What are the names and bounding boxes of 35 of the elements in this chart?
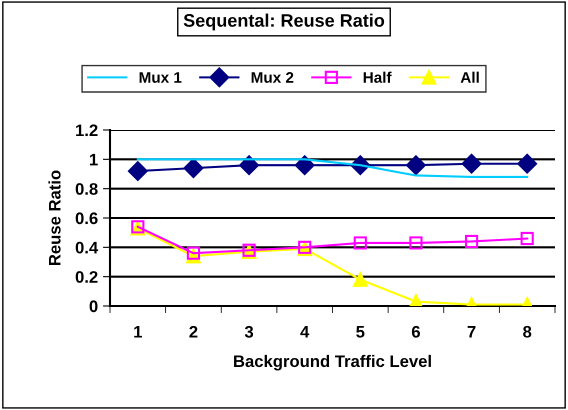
point xyxy=(128,161,148,181)
y-tick-label: 0.8 xyxy=(76,183,98,195)
point xyxy=(184,158,204,178)
point xyxy=(294,155,315,176)
x-tick-label: 5 xyxy=(356,326,364,338)
legend-label: Half xyxy=(364,72,392,83)
x-tick-label: 1 xyxy=(134,326,142,338)
legend-label: Mux 1 xyxy=(140,72,182,83)
y-tick-label: 1.2 xyxy=(76,124,98,136)
point xyxy=(464,234,478,248)
point xyxy=(517,154,538,174)
y-tick-label: 0.6 xyxy=(76,212,98,224)
x-tick-label: 7 xyxy=(468,326,476,338)
point xyxy=(239,155,259,176)
x-tick-label: 8 xyxy=(523,326,532,338)
y-tick-label: 1 xyxy=(90,154,98,166)
legend-label: Mux 2 xyxy=(252,72,294,83)
x-tick-label: 2 xyxy=(189,326,198,338)
point xyxy=(354,236,367,250)
x-axis-title: Background Traffic Level xyxy=(234,354,431,370)
chart-title: Sequental: Reuse Ratio xyxy=(184,14,384,30)
point xyxy=(353,272,368,287)
y-tick-label: 0.4 xyxy=(76,242,98,254)
legend-label: All xyxy=(460,72,479,83)
point xyxy=(409,236,423,250)
point xyxy=(462,154,482,174)
y-tick-label: 0.2 xyxy=(76,271,98,283)
y-axis-title: Reuse Ratio xyxy=(48,170,61,266)
x-tick-label: 4 xyxy=(300,326,310,338)
x-tick-label: 3 xyxy=(244,326,254,338)
point xyxy=(406,155,426,176)
x-tick-label: 6 xyxy=(412,326,420,338)
point xyxy=(520,232,534,246)
point xyxy=(186,246,200,260)
y-tick-label: 0 xyxy=(90,300,98,312)
